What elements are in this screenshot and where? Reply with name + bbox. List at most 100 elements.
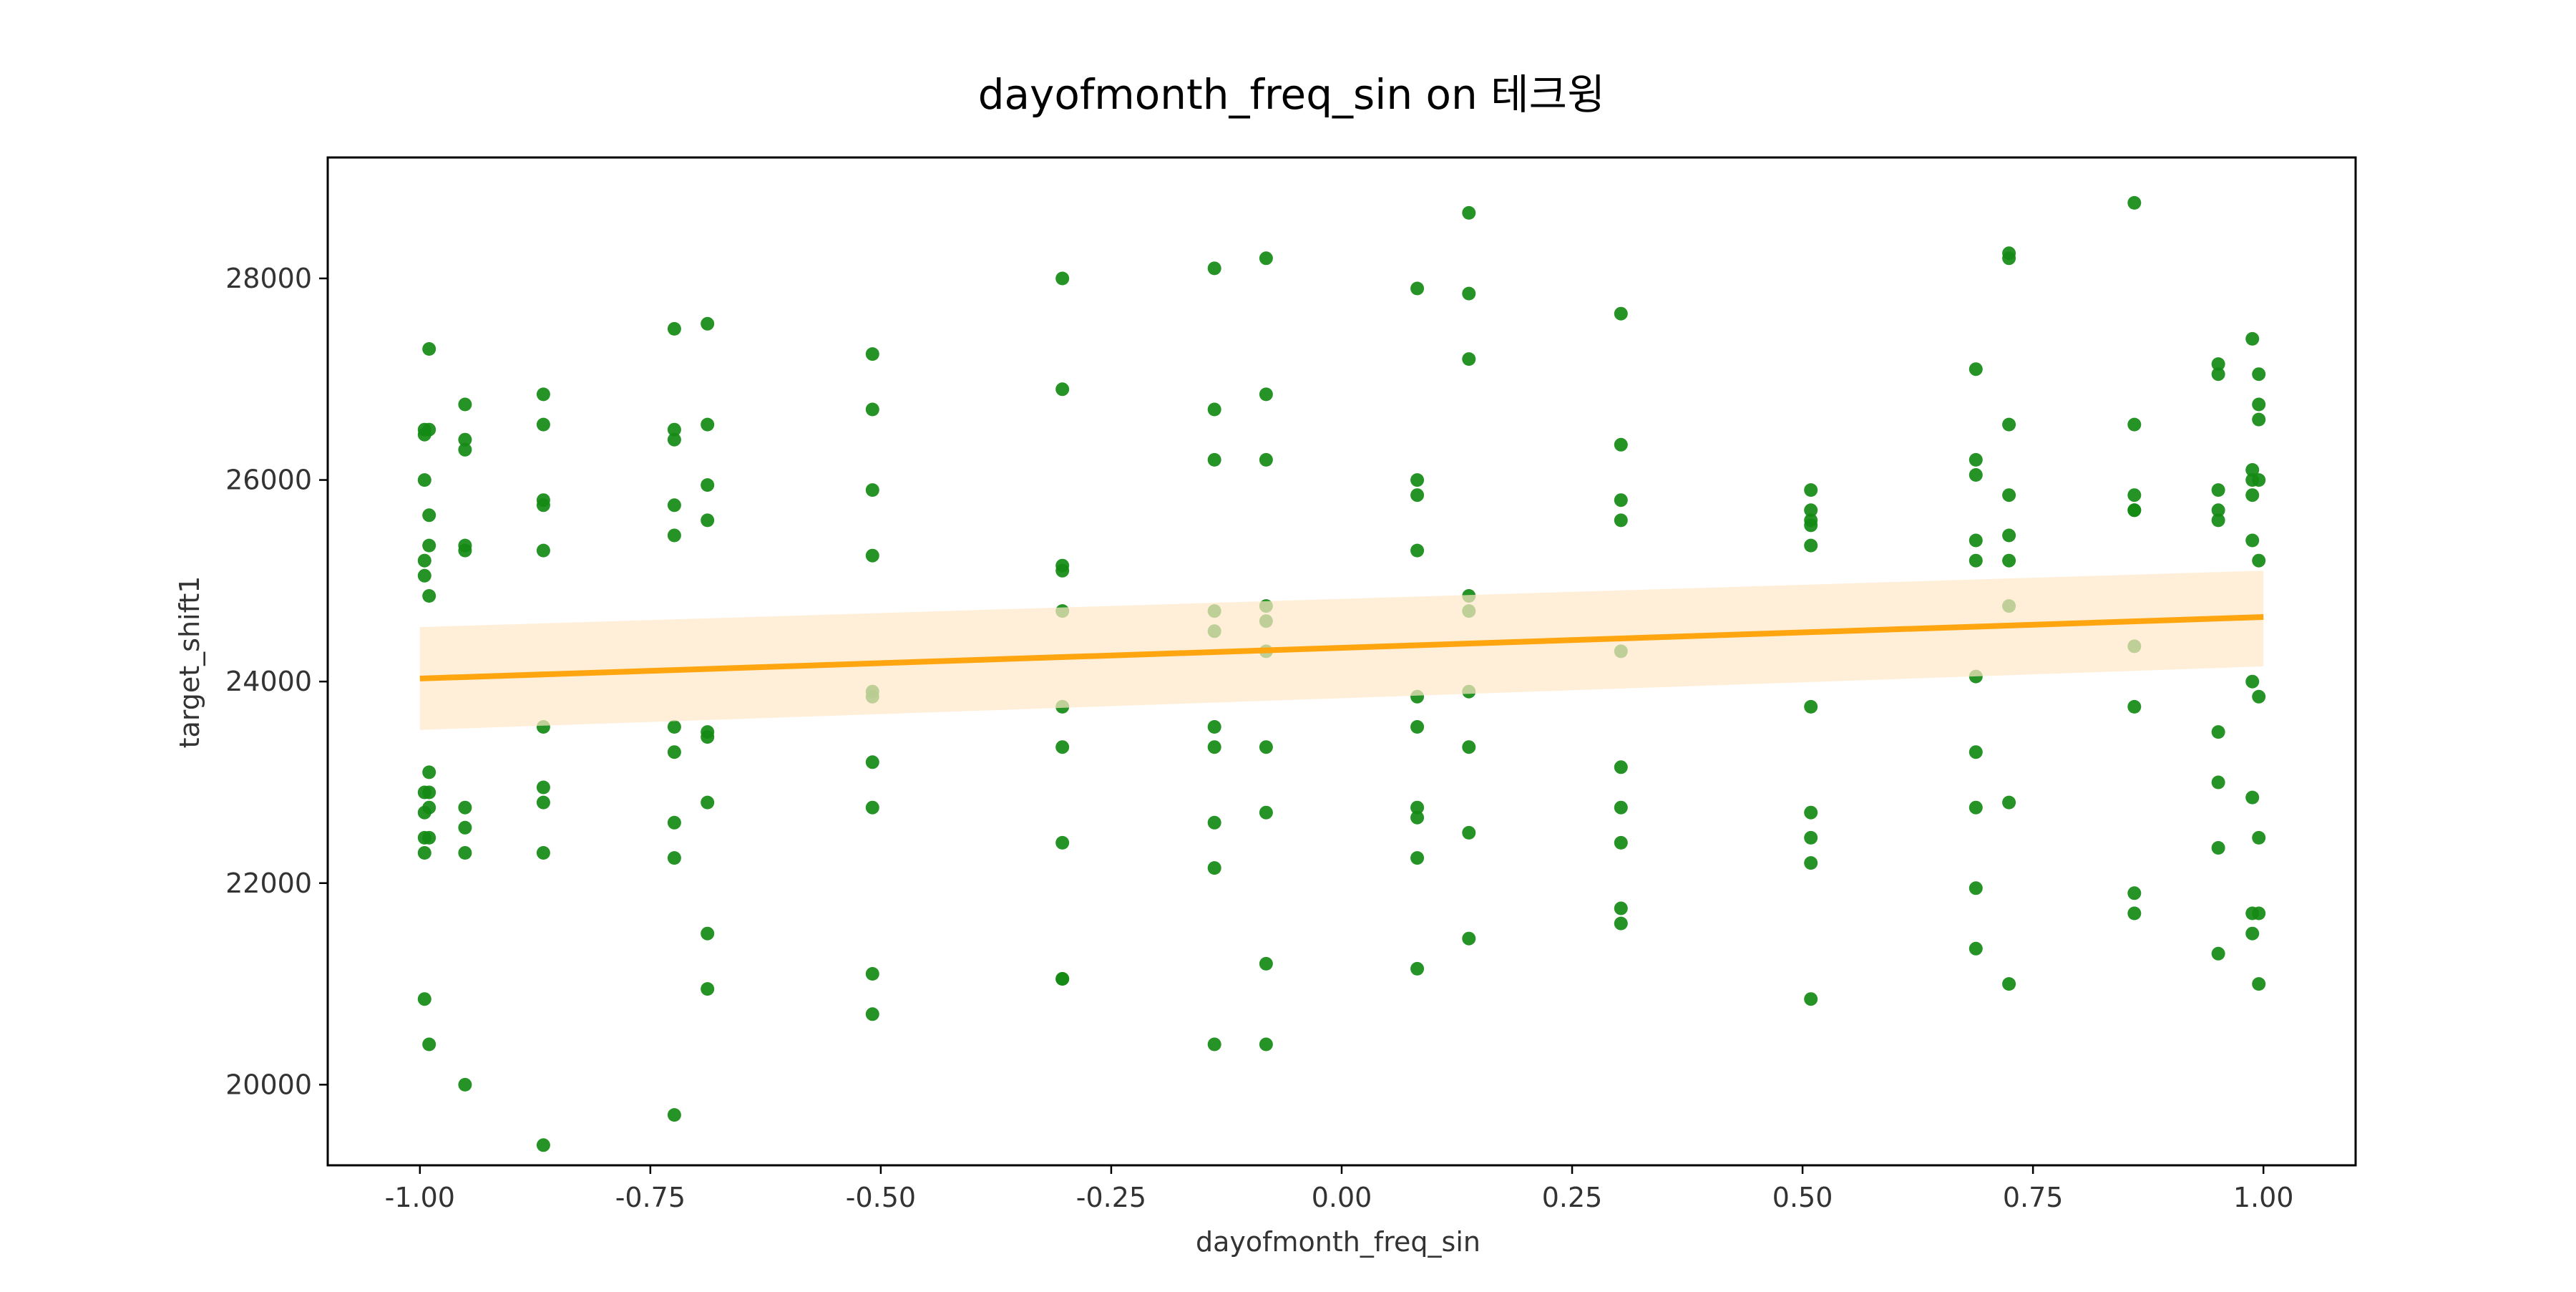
scatter-point [422,422,436,437]
scatter-point [2252,412,2266,427]
scatter-point [458,397,472,412]
y-axis-label: target_shift1 [174,576,205,749]
scatter-point [2252,367,2266,382]
scatter-point [2127,886,2142,900]
scatter-point [2127,195,2142,210]
scatter-point [2211,503,2225,518]
y-tick-label: 26000 [225,465,312,496]
scatter-point [2252,830,2266,845]
scatter-point [422,589,436,603]
scatter-point [1462,825,1476,840]
scatter-point [536,780,550,795]
scatter-point [1804,805,1818,820]
scatter-point [1968,362,1983,377]
scatter-point [865,347,879,361]
scatter-point [1614,306,1628,321]
scatter-point [2245,331,2260,346]
scatter-point [2245,463,2260,477]
scatter-point [865,483,879,497]
scatter-point [701,316,715,331]
scatter-point [422,342,436,356]
scatter-point [2252,977,2266,991]
scatter-point [1462,931,1476,946]
scatter-point [667,720,681,734]
scatter-point [1614,800,1628,815]
scatter-point [2245,926,2260,941]
scatter-point [536,498,550,513]
scatter-point [417,992,431,1006]
scatter-point [667,745,681,759]
scatter-point [2127,503,2142,518]
scatter-point [2245,674,2260,689]
scatter-point [422,785,436,800]
scatter-point [2211,775,2225,790]
scatter-point [1207,261,1221,276]
scatter-point [2245,533,2260,548]
scatter-point [1462,740,1476,754]
scatter-point [1614,760,1628,774]
scatter-point [422,508,436,523]
scatter-point [2127,488,2142,502]
scatter-point [865,548,879,563]
scatter-point [1804,538,1818,553]
scatter-point [1410,543,1425,558]
scatter-point [1207,402,1221,417]
scatter-point [1410,488,1425,502]
scatter-point [1804,699,1818,714]
x-tick-label: 0.25 [1542,1182,1603,1213]
scatter-point [2127,699,2142,714]
scatter-point [865,967,879,981]
scatter-point [536,846,550,860]
y-tick-label: 28000 [225,263,312,294]
scatter-point [2002,251,2016,266]
scatter-point [1259,805,1273,820]
scatter-point [1614,493,1628,507]
scatter-point [667,851,681,865]
scatter-point [458,543,472,558]
scatter-point [865,1007,879,1021]
scatter-point [2211,367,2225,382]
scatter-point [1968,452,1983,467]
scatter-point [536,543,550,558]
scatter-point [2127,417,2142,432]
scatter-point [1207,740,1221,754]
scatter-point [1968,533,1983,548]
scatter-point [2002,488,2016,502]
scatter-point [667,815,681,830]
scatter-point [1055,972,1070,986]
scatter-point [1410,851,1425,865]
x-tick-label: 0.50 [1772,1182,1833,1213]
scatter-point [1259,452,1273,467]
y-tick-label: 22000 [225,868,312,899]
scatter-point [701,417,715,432]
y-tick-label: 20000 [225,1069,312,1100]
scatter-point [1055,835,1070,850]
scatter-point [422,830,436,845]
scatter-point [536,795,550,810]
scatter-point [536,1138,550,1152]
chart-title: dayofmonth_freq_sin on 테크윙 [978,70,1606,119]
scatter-point [701,795,715,810]
scatter-point [1804,518,1818,533]
regression-line [419,614,2264,681]
scatter-point [2211,946,2225,961]
scatter-point [701,926,715,941]
scatter-point [1055,382,1070,397]
scatter-point [667,528,681,543]
scatter-point [422,765,436,779]
scatter-point [422,538,436,553]
scatter-point [2002,795,2016,810]
scatter-point [2211,483,2225,497]
scatter-point [1804,483,1818,497]
x-tick-label: -0.75 [615,1182,686,1213]
scatter-point [417,473,431,487]
scatter-point [2211,357,2225,371]
scatter-point [2252,906,2266,921]
scatter-point [865,755,879,769]
scatter-point [1055,563,1070,578]
scatter-point [1207,861,1221,875]
scatter-point [701,513,715,528]
scatter-point [458,442,472,457]
